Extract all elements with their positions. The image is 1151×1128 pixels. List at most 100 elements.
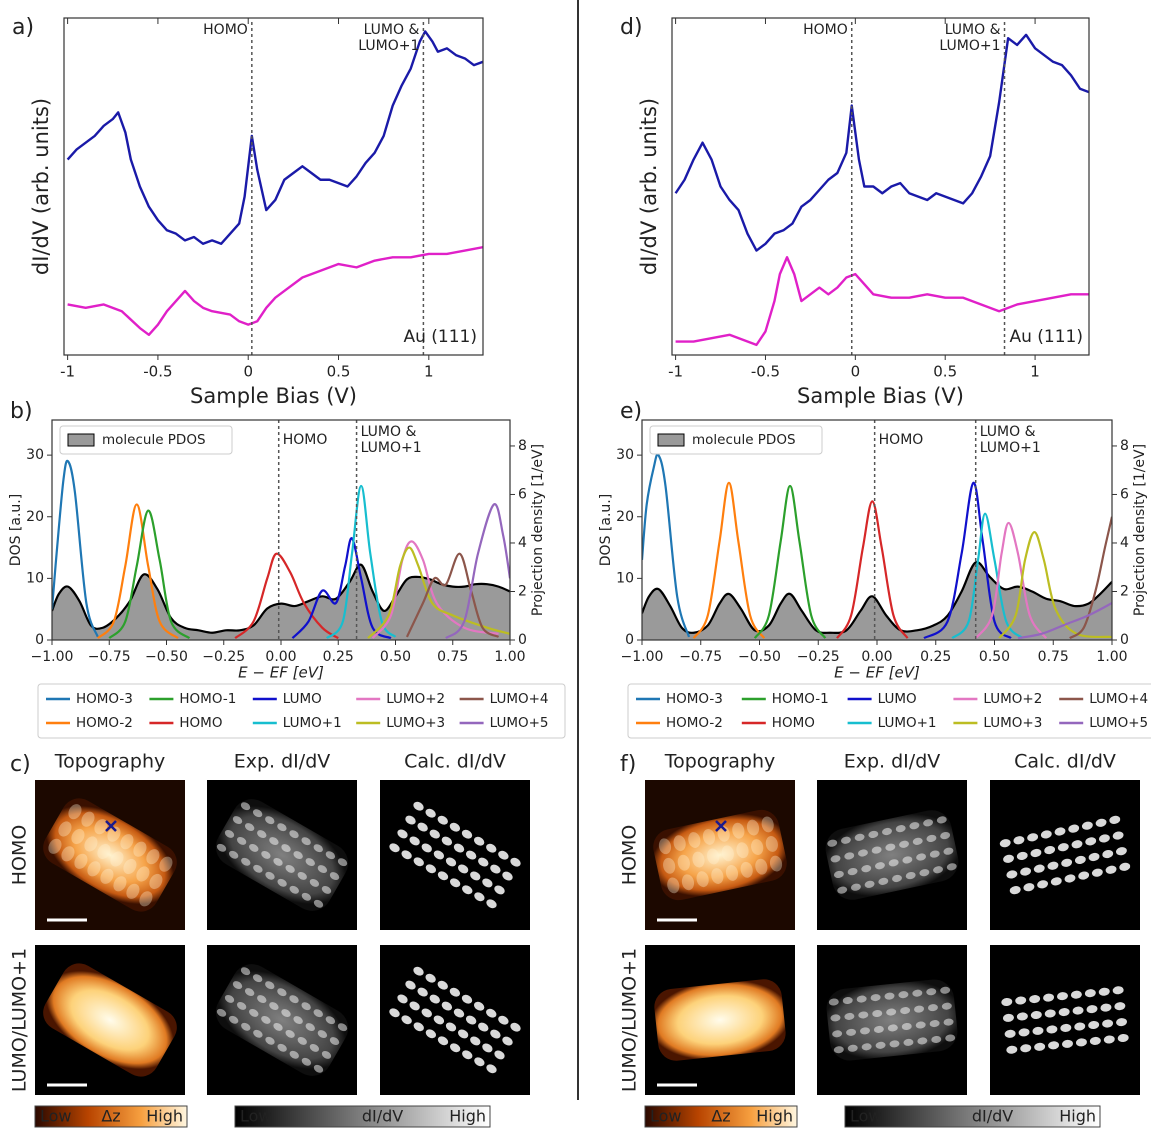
reference-label: LUMO+1 bbox=[980, 440, 1041, 456]
orbital-lobe bbox=[293, 1016, 303, 1025]
molecule-image bbox=[826, 979, 958, 1061]
molecule bbox=[825, 810, 959, 900]
y2-tick-label: 4 bbox=[518, 535, 527, 551]
orbital-lobe bbox=[473, 836, 485, 846]
x-tick-label: 0.75 bbox=[437, 649, 468, 665]
column-title: Calc. dI/dV bbox=[404, 751, 506, 773]
colorbar-label: Low bbox=[40, 1107, 72, 1126]
line bbox=[52, 459, 99, 638]
plot-frame bbox=[641, 419, 1113, 641]
lobe bbox=[658, 838, 672, 855]
lobe bbox=[761, 816, 774, 833]
orbital-lobe bbox=[425, 808, 436, 818]
orbital-lobe bbox=[317, 1030, 328, 1039]
orbital-lobe bbox=[858, 849, 868, 857]
orbital-lobe bbox=[1068, 824, 1080, 833]
orbital-lobe bbox=[236, 1001, 247, 1010]
orbital-lobe bbox=[261, 850, 271, 859]
orbital-lobe bbox=[482, 878, 493, 888]
molecule bbox=[389, 801, 521, 909]
orbital-lobe bbox=[1044, 1009, 1056, 1018]
orbital-lobe bbox=[1050, 877, 1062, 886]
orbital-lobe bbox=[269, 837, 279, 846]
orbital-lobe bbox=[1058, 1008, 1070, 1017]
molecule-topography bbox=[653, 809, 787, 901]
orbital-lobe bbox=[917, 1037, 928, 1045]
reference-label: LUMO & bbox=[945, 22, 1001, 38]
plot-area bbox=[52, 459, 510, 640]
lobe bbox=[149, 873, 163, 890]
x-tick-label: -1 bbox=[60, 363, 75, 381]
orbital-lobe bbox=[453, 843, 465, 853]
lobe bbox=[100, 868, 114, 884]
orbital-lobe bbox=[856, 995, 867, 1003]
orbital-lobe bbox=[313, 844, 323, 853]
lobe bbox=[87, 861, 101, 877]
orbital-lobe bbox=[289, 1050, 299, 1059]
orbital-lobe bbox=[943, 1018, 954, 1026]
orbital-lobe bbox=[1040, 830, 1052, 839]
orbital-lobe bbox=[1003, 854, 1015, 863]
orbital-lobe bbox=[833, 870, 844, 879]
orbital-lobe bbox=[1074, 855, 1086, 864]
molecule bbox=[654, 979, 786, 1061]
plot-frame bbox=[63, 17, 484, 356]
legend-box bbox=[649, 425, 823, 455]
orbital-lobe bbox=[832, 1030, 843, 1038]
orbital-lobe bbox=[837, 886, 848, 894]
molecule-topography bbox=[43, 798, 177, 912]
image-tile bbox=[990, 780, 1140, 930]
orbital-lobe bbox=[861, 865, 872, 873]
orbital-lobe bbox=[1032, 1026, 1044, 1035]
orbital-lobe bbox=[433, 1015, 445, 1025]
lobe bbox=[711, 868, 724, 884]
orbital-lobe bbox=[844, 852, 855, 860]
x-tick-label: −1.00 bbox=[621, 649, 664, 665]
orbital-lobe bbox=[846, 1028, 857, 1036]
orbital-lobe bbox=[1062, 1039, 1073, 1048]
orbital-lobe bbox=[309, 878, 320, 887]
orbital-lobe bbox=[494, 885, 505, 895]
orbital-lobe bbox=[1027, 833, 1039, 842]
orbital-lobe bbox=[1030, 1010, 1042, 1019]
lobe bbox=[755, 858, 768, 875]
orbital-lobe bbox=[927, 1004, 938, 1012]
molecule-glow bbox=[825, 810, 959, 900]
orbital-lobe bbox=[313, 1064, 324, 1073]
orbital-lobe bbox=[1095, 818, 1107, 827]
orbital-lobe bbox=[885, 843, 896, 851]
orbital-lobe bbox=[277, 878, 287, 887]
x-tick-label: −0.75 bbox=[88, 649, 131, 665]
reference-label: LUMO & bbox=[361, 424, 417, 440]
orbital-lobe bbox=[473, 1001, 485, 1011]
orbital-lobe bbox=[875, 862, 885, 870]
orbital-lobe bbox=[253, 1029, 263, 1038]
orbital-lobe bbox=[301, 837, 311, 846]
orbital-lobe bbox=[858, 1011, 869, 1019]
plot-area bbox=[674, 33, 1089, 347]
line bbox=[445, 503, 510, 640]
lobe bbox=[673, 835, 686, 852]
legend-label: LUMO+1 bbox=[878, 715, 937, 731]
molecule-image bbox=[389, 966, 521, 1074]
orbital-lobe bbox=[1001, 997, 1013, 1007]
legend-label: HOMO-1 bbox=[179, 691, 236, 707]
orbital-lobe bbox=[919, 869, 930, 877]
column-title: Exp. dI/dV bbox=[844, 751, 941, 773]
y-tick-label: 0 bbox=[35, 632, 44, 648]
plot-area bbox=[66, 30, 483, 336]
orbital-lobe bbox=[405, 980, 416, 990]
legend-label: LUMO bbox=[283, 691, 322, 707]
orbital-lobe bbox=[1016, 851, 1028, 860]
colorbar-label: High bbox=[1059, 1107, 1096, 1126]
y2-tick-label: 2 bbox=[518, 583, 527, 599]
orbital-lobe bbox=[236, 836, 247, 845]
orbital-lobe bbox=[244, 823, 255, 832]
line bbox=[674, 33, 1089, 252]
orbital-lobe bbox=[329, 872, 340, 881]
orbital-lobe bbox=[941, 1002, 952, 1010]
tip-position bbox=[105, 820, 117, 832]
orbital-lobe bbox=[232, 981, 243, 990]
molecule bbox=[389, 966, 521, 1074]
line bbox=[692, 481, 766, 639]
